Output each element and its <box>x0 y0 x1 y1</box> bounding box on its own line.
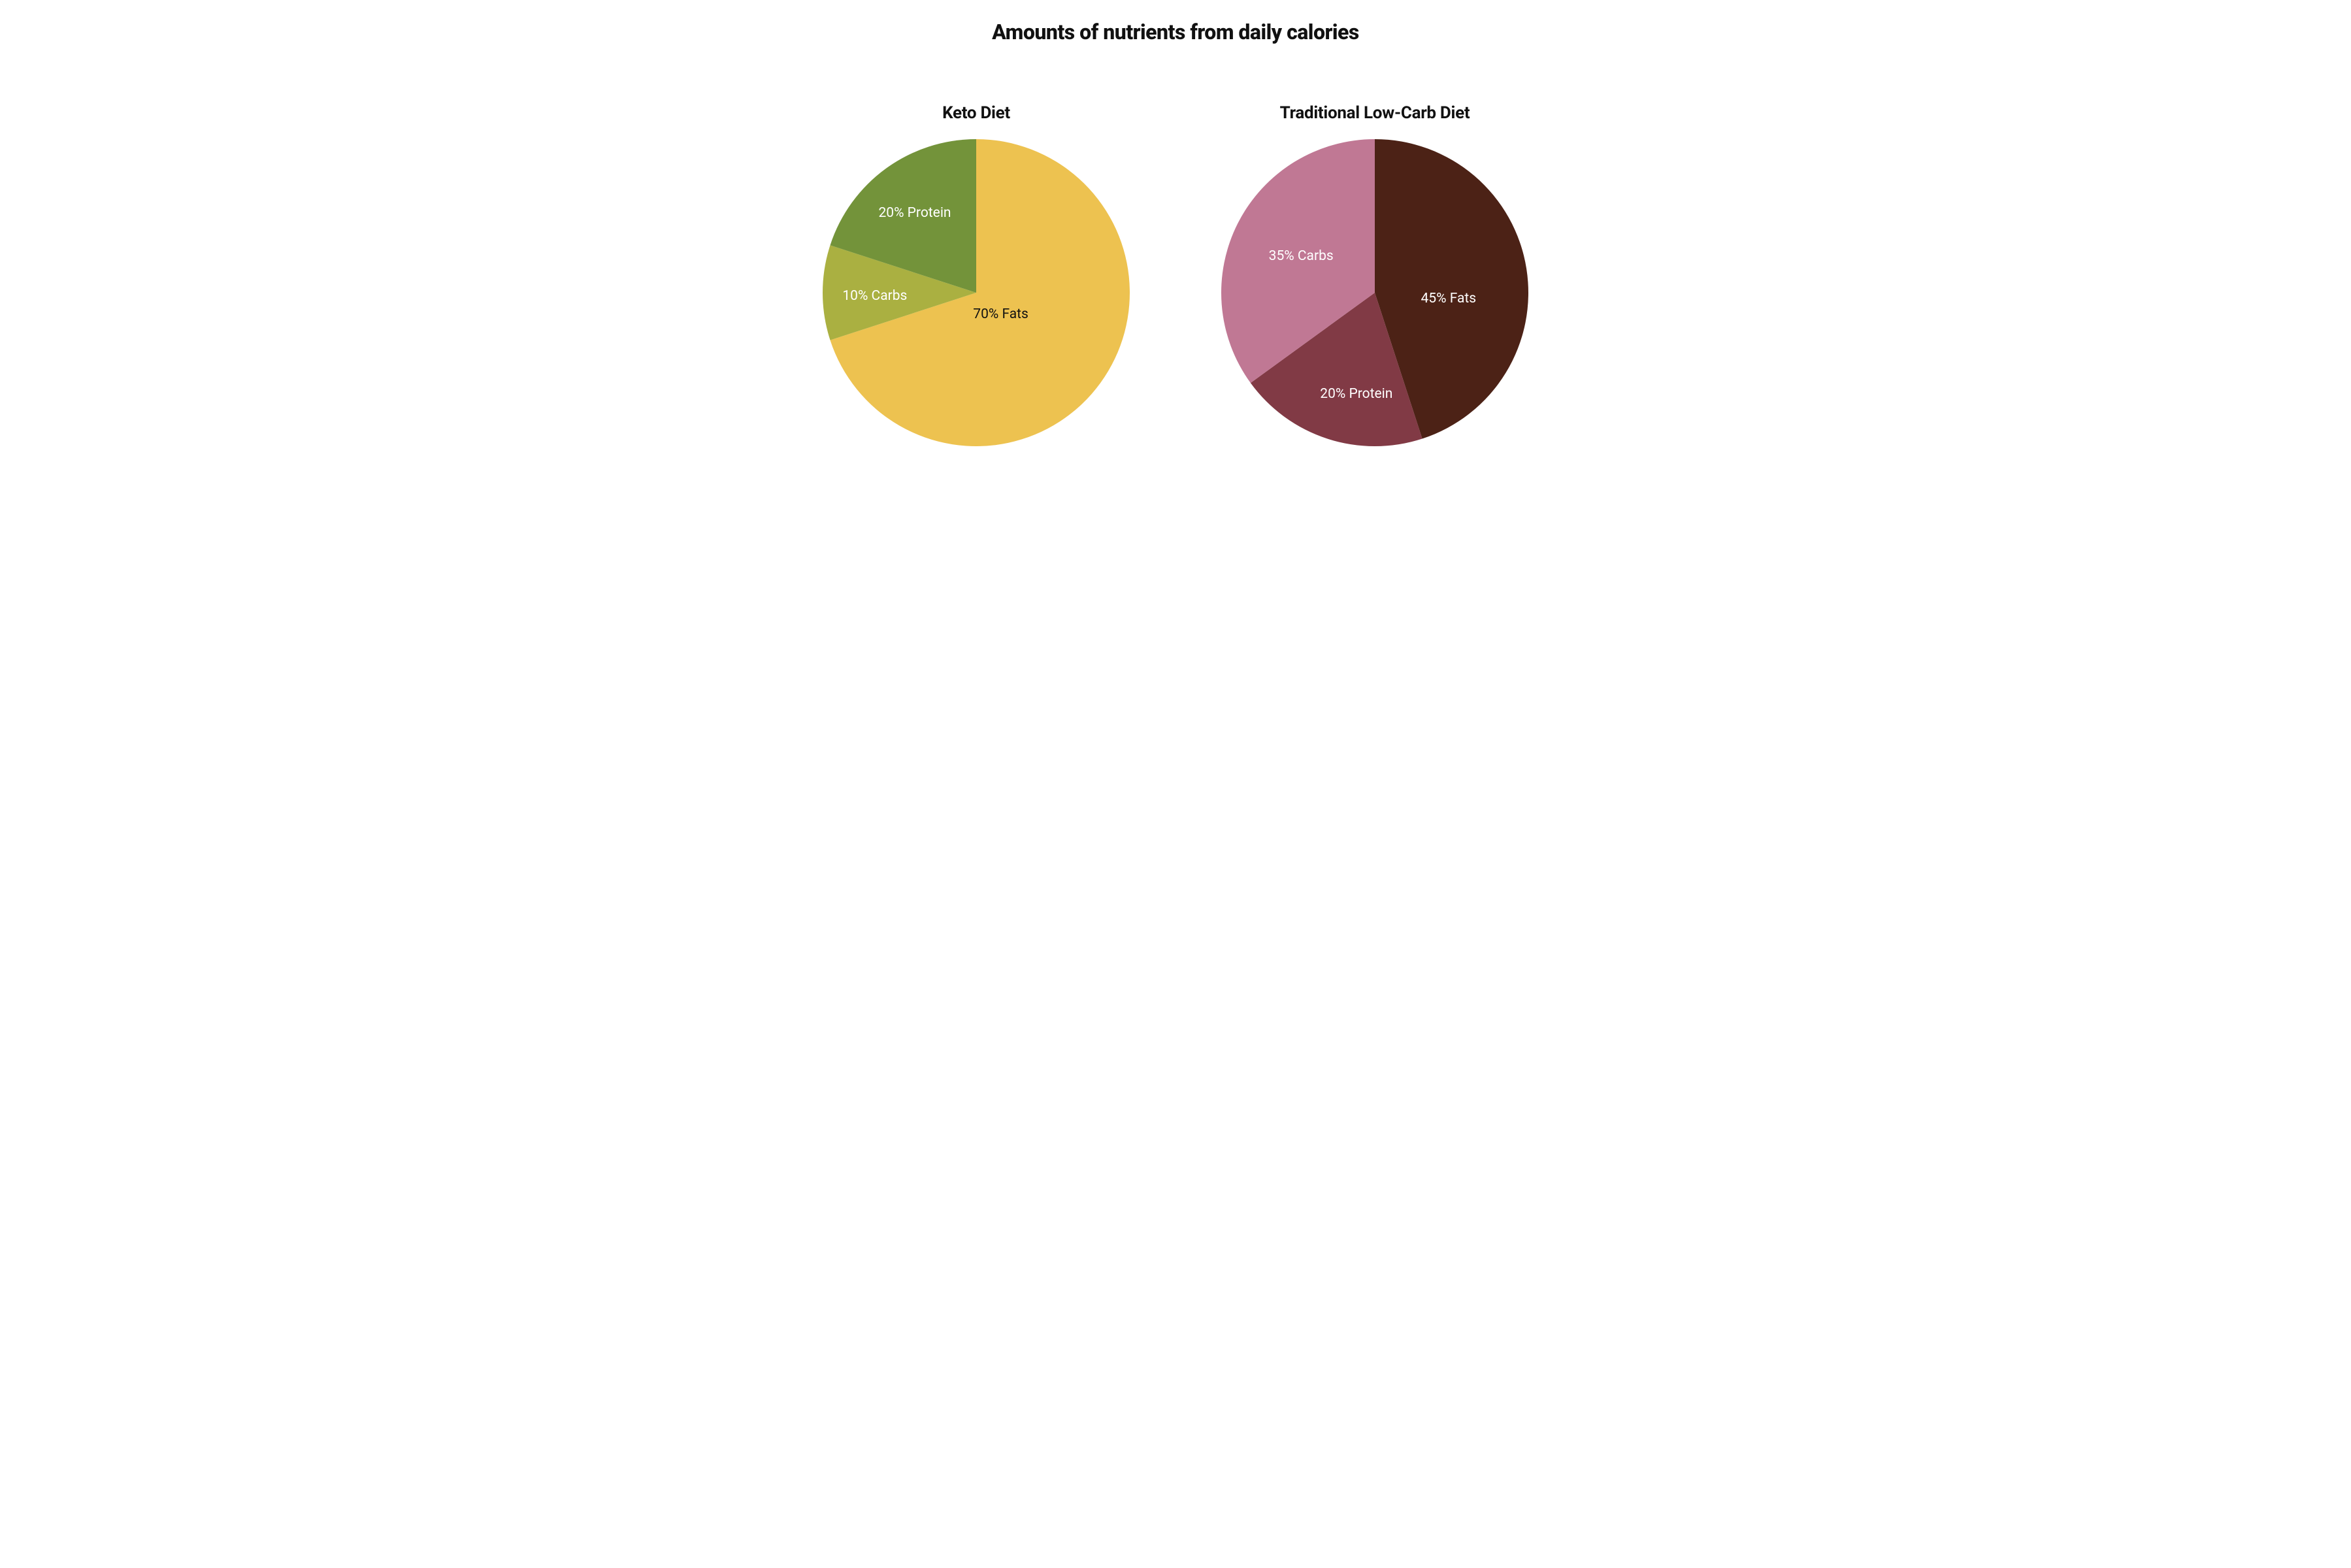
page-title: Amounts of nutrients from daily calories <box>718 20 1633 44</box>
slice-label: 35% Carbs <box>1269 248 1334 264</box>
chart-keto-title: Keto Diet <box>942 103 1010 123</box>
page-root: Amounts of nutrients from daily calories… <box>718 0 1633 485</box>
slice-label: 10% Carbs <box>842 288 907 304</box>
chart-keto: Keto Diet 70% Fats 10% Carbs 20% Protein <box>823 103 1130 446</box>
chart-lowcarb-title: Traditional Low-Carb Diet <box>1280 103 1470 123</box>
pie-keto: 70% Fats 10% Carbs 20% Protein <box>823 139 1130 446</box>
slice-label: 70% Fats <box>973 306 1028 322</box>
pie-lowcarb: 45% Fats 20% Protein 35% Carbs <box>1221 139 1528 446</box>
chart-lowcarb: Traditional Low-Carb Diet 45% Fats 20% Pr… <box>1221 103 1528 446</box>
charts-row: Keto Diet 70% Fats 10% Carbs 20% Protein T… <box>718 103 1633 446</box>
slice-label: 20% Protein <box>878 205 951 221</box>
slice-label: 45% Fats <box>1421 291 1477 306</box>
slice-label: 20% Protein <box>1320 386 1392 402</box>
